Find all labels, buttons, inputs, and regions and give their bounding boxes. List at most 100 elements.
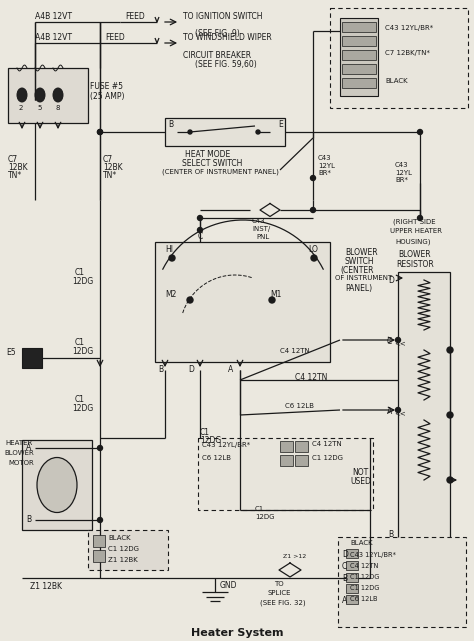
Bar xyxy=(342,36,376,46)
Text: (CENTER: (CENTER xyxy=(340,266,374,275)
Text: (25 AMP): (25 AMP) xyxy=(90,92,125,101)
Text: A: A xyxy=(387,407,392,416)
Text: BLACK: BLACK xyxy=(350,540,373,546)
Ellipse shape xyxy=(17,88,27,102)
Text: FUSE #5: FUSE #5 xyxy=(90,82,123,91)
Circle shape xyxy=(198,228,202,233)
Circle shape xyxy=(311,255,317,261)
Ellipse shape xyxy=(35,88,45,102)
Text: C1: C1 xyxy=(255,506,264,512)
Text: BLACK: BLACK xyxy=(108,535,131,541)
Bar xyxy=(165,118,285,146)
Bar xyxy=(93,550,105,562)
Text: TO WINDSHIELD WIPER: TO WINDSHIELD WIPER xyxy=(183,33,272,42)
Circle shape xyxy=(256,130,260,134)
Circle shape xyxy=(310,176,316,181)
Text: C7: C7 xyxy=(8,155,18,164)
Bar xyxy=(8,68,88,123)
Text: TN*: TN* xyxy=(8,171,22,180)
Text: 12BK: 12BK xyxy=(103,163,123,172)
Text: 12DG: 12DG xyxy=(72,277,93,286)
Bar xyxy=(398,272,450,542)
Text: <<: << xyxy=(394,410,406,416)
Text: MOTOR: MOTOR xyxy=(8,460,34,466)
Text: GND: GND xyxy=(220,581,237,590)
Text: C43 12YL/BR*: C43 12YL/BR* xyxy=(350,552,396,558)
Text: C6 12LB: C6 12LB xyxy=(350,596,377,602)
Text: C1 12DG: C1 12DG xyxy=(350,585,379,591)
Text: C1: C1 xyxy=(75,395,85,404)
Text: INST/: INST/ xyxy=(252,226,270,232)
Bar xyxy=(280,455,293,466)
Text: PNL: PNL xyxy=(256,234,269,240)
Text: C1 12DG: C1 12DG xyxy=(312,455,343,461)
Text: D: D xyxy=(342,550,348,559)
Text: BLOWER: BLOWER xyxy=(4,450,34,456)
Text: B: B xyxy=(342,574,347,583)
Bar xyxy=(342,78,376,88)
Text: C43: C43 xyxy=(395,162,409,168)
Circle shape xyxy=(418,129,422,135)
Bar xyxy=(346,561,358,570)
Text: M2: M2 xyxy=(165,290,176,299)
Circle shape xyxy=(269,297,275,303)
Ellipse shape xyxy=(37,458,77,513)
Text: A: A xyxy=(342,596,347,605)
Text: C6 12LB: C6 12LB xyxy=(202,455,231,461)
Bar xyxy=(346,549,358,558)
Text: C4 12TN: C4 12TN xyxy=(350,563,378,569)
Text: 12DG: 12DG xyxy=(200,436,221,445)
Text: C1 12DG: C1 12DG xyxy=(350,574,379,580)
Bar xyxy=(295,441,308,452)
Text: C: C xyxy=(342,562,347,571)
Circle shape xyxy=(447,412,453,418)
Bar xyxy=(280,441,293,452)
Bar xyxy=(93,535,105,547)
Bar xyxy=(346,584,358,593)
Text: PANEL): PANEL) xyxy=(345,284,372,293)
Text: TO IGNITION SWITCH: TO IGNITION SWITCH xyxy=(183,12,263,21)
Text: C43: C43 xyxy=(318,155,332,161)
Text: HI: HI xyxy=(165,245,173,254)
Text: BLOWER: BLOWER xyxy=(345,248,378,257)
Circle shape xyxy=(198,215,202,221)
Circle shape xyxy=(98,445,102,451)
Circle shape xyxy=(98,129,102,135)
Text: B: B xyxy=(168,120,173,129)
Circle shape xyxy=(447,347,453,353)
Text: 12DG: 12DG xyxy=(255,514,274,520)
Text: C7: C7 xyxy=(103,155,113,164)
Bar xyxy=(330,8,468,108)
Text: M1: M1 xyxy=(270,290,282,299)
Bar xyxy=(295,455,308,466)
Text: TO: TO xyxy=(274,581,283,587)
Text: NOT: NOT xyxy=(352,468,368,477)
Bar xyxy=(198,438,373,510)
Bar xyxy=(346,595,358,604)
Text: C4 12TN: C4 12TN xyxy=(280,348,310,354)
Text: HEAT MODE: HEAT MODE xyxy=(185,150,230,159)
Text: C43 12YL/BR*: C43 12YL/BR* xyxy=(385,25,433,31)
Text: USED: USED xyxy=(350,477,371,486)
Text: C1 12DG: C1 12DG xyxy=(108,546,139,552)
Text: A: A xyxy=(26,443,31,452)
Text: C: C xyxy=(197,232,202,241)
Circle shape xyxy=(188,130,192,134)
Circle shape xyxy=(187,297,193,303)
Text: C4 12TN: C4 12TN xyxy=(312,441,342,447)
Text: (CENTER OF INSTRUMENT PANEL): (CENTER OF INSTRUMENT PANEL) xyxy=(162,168,279,174)
Text: C1: C1 xyxy=(200,428,210,437)
Text: HEATER: HEATER xyxy=(5,440,32,446)
Text: C43 12YL/BR*: C43 12YL/BR* xyxy=(202,442,250,448)
Bar xyxy=(340,18,378,96)
Text: 12DG: 12DG xyxy=(72,347,93,356)
Text: UPPER HEATER: UPPER HEATER xyxy=(390,228,442,234)
Text: 2: 2 xyxy=(19,105,23,111)
Text: CIRCUIT BREAKER: CIRCUIT BREAKER xyxy=(183,51,251,60)
Text: BR*: BR* xyxy=(318,170,331,176)
Text: Heater System: Heater System xyxy=(191,628,283,638)
Bar xyxy=(342,50,376,60)
Text: BR*: BR* xyxy=(395,177,408,183)
Text: TN*: TN* xyxy=(103,171,117,180)
Text: SELECT SWITCH: SELECT SWITCH xyxy=(182,159,242,168)
